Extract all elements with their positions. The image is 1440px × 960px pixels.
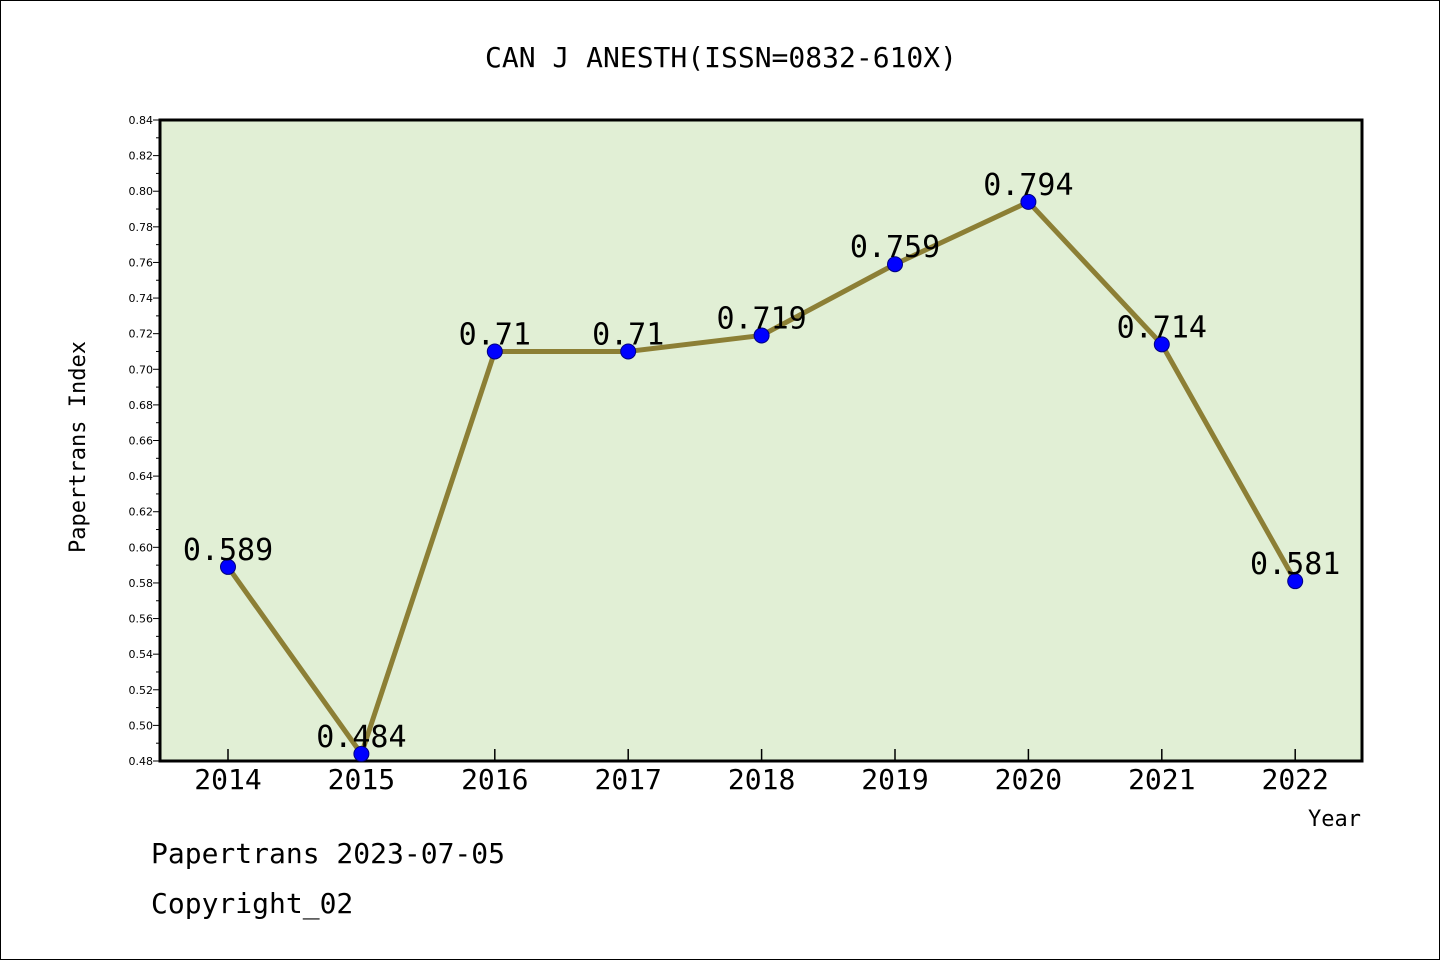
plot-area [158,118,1364,763]
data-point [887,256,903,273]
data-point [1287,573,1304,590]
y-tick-label: 0.84 [129,114,154,127]
y-tick-label: 0.66 [129,435,154,448]
y-tick-label: 0.54 [129,648,154,661]
y-tick-label: 0.62 [129,506,154,519]
y-tick-label: 0.52 [129,684,154,697]
y-tick-label: 0.60 [129,541,154,554]
data-label: 0.714 [1117,310,1207,345]
data-point [486,343,503,360]
y-tick-label: 0.50 [129,719,154,732]
y-tick-label: 0.64 [129,470,154,483]
chart-title: CAN J ANESTH(ISSN=0832-610X) [485,41,957,74]
y-tick-label: 0.80 [129,185,154,198]
y-tick-label: 0.74 [129,292,154,305]
x-tick-label: 2015 [328,763,395,796]
y-axis-label: Papertrans Index [66,341,91,553]
data-label: 0.759 [850,230,940,265]
x-tick-label: 2014 [194,763,261,796]
x-tick-label: 2021 [1128,763,1195,796]
data-point [220,558,236,575]
y-axis: 0.48 0.50 0.52 0.54 0.56 0.58 0.60 0.62 0.64 0.66… [129,114,160,768]
x-axis: 2014 2015 2016 2017 2018 2019 2020 2021 2022 [194,749,1329,796]
x-tick-label: 2022 [1261,763,1328,796]
data-label: 0.484 [316,720,406,755]
data-label: 0.581 [1250,547,1340,582]
x-tick-label: 2018 [728,763,795,796]
y-tick-label: 0.56 [129,613,154,626]
x-axis-label: Year [1308,807,1361,832]
data-point [1020,193,1037,210]
data-point [753,327,770,344]
y-tick-label: 0.58 [129,577,154,590]
y-tick-label: 0.78 [129,221,154,234]
footer-copyright-text: Copyright_02 [151,887,354,920]
x-tick-label: 2017 [594,763,661,796]
y-tick-label: 0.68 [129,399,154,412]
data-label: 0.71 [459,317,531,352]
x-tick-label: 2016 [461,763,528,796]
y-tick-label: 0.82 [129,150,154,163]
y-tick-label: 0.72 [129,328,154,341]
x-tick-label: 2020 [995,763,1062,796]
data-point [353,745,370,762]
data-label: 0.794 [983,168,1073,203]
data-label: 0.71 [592,317,664,352]
data-label: 0.589 [183,533,273,568]
footer-date-text: Papertrans 2023-07-05 [151,837,506,870]
x-tick-label: 2019 [861,763,928,796]
data-label: 0.719 [716,301,806,336]
data-series: 0.589 0.484 0.71 0.71 0.719 0.759 0.794 0.714 0.… [183,168,1340,762]
data-point [620,343,637,360]
y-tick-label: 0.48 [129,755,154,768]
y-tick-label: 0.76 [129,256,154,269]
y-tick-label: 0.70 [129,363,154,376]
data-point [1153,336,1170,353]
